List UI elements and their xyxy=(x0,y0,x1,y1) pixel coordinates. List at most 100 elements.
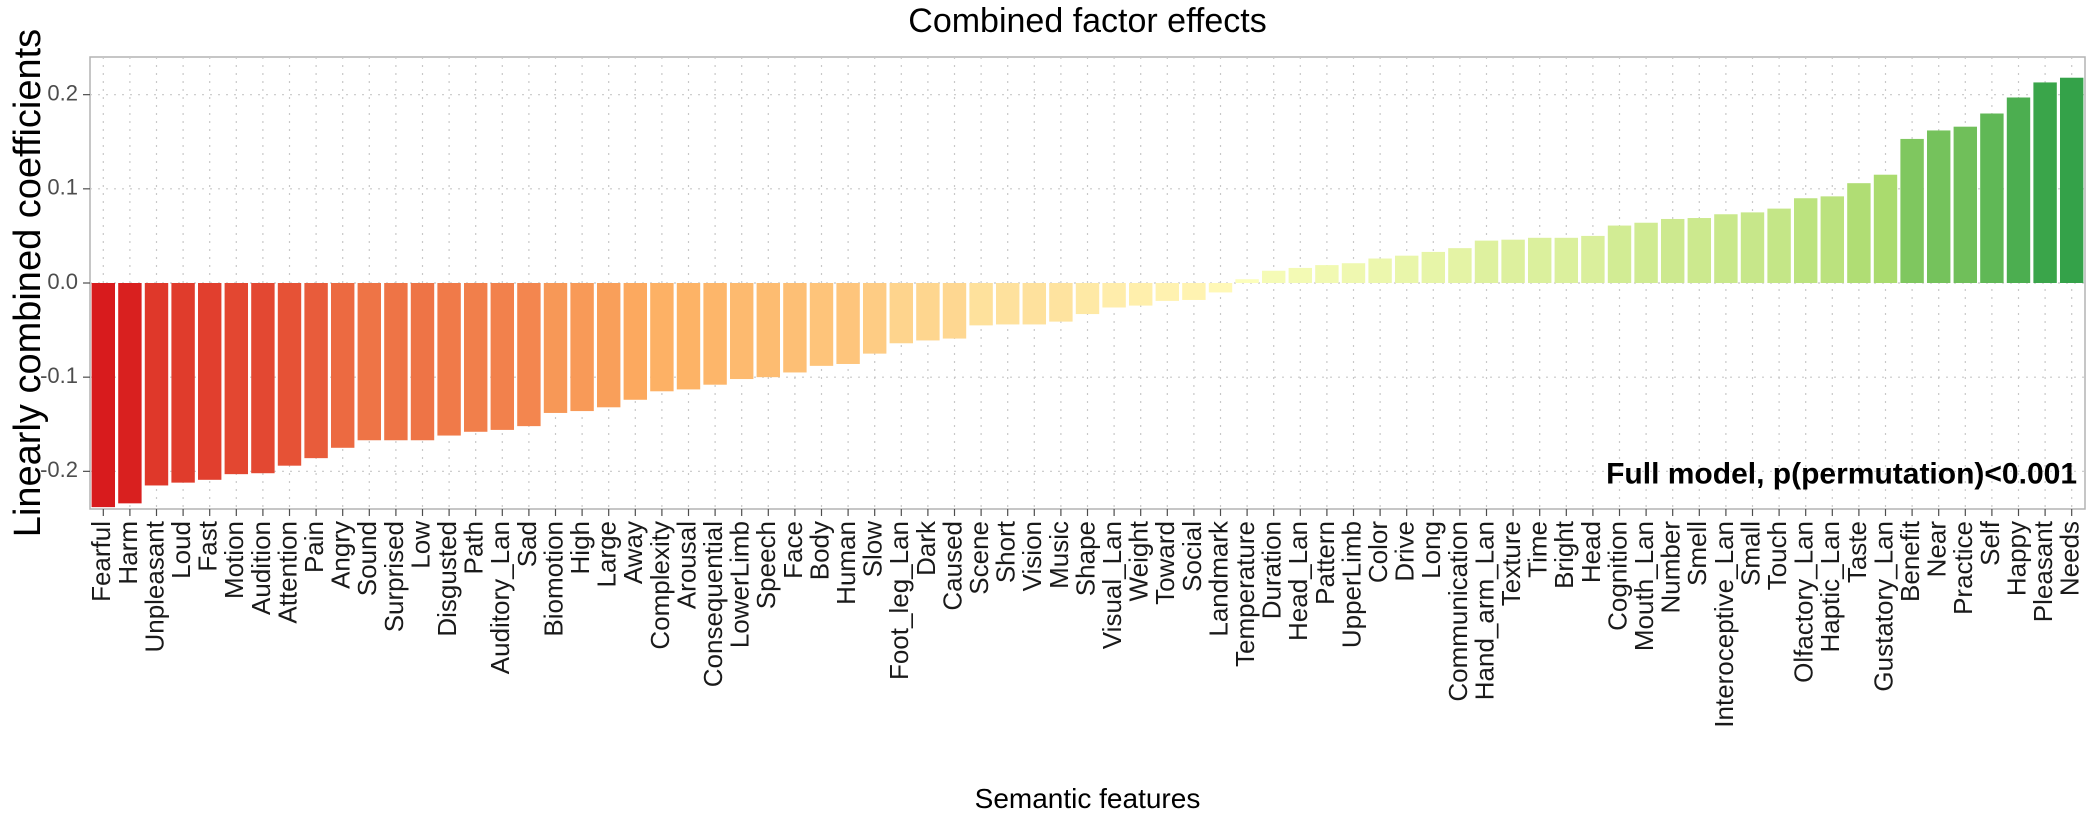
bar-large xyxy=(596,283,621,408)
x-tick-label: Needs xyxy=(2055,521,2085,596)
bar-music xyxy=(1049,283,1073,322)
x-tick-label: Duration xyxy=(1257,521,1287,619)
bar-face xyxy=(783,283,807,373)
x-tick-label: Low xyxy=(405,521,435,569)
bar-self xyxy=(1980,113,2004,283)
x-tick-label: Music xyxy=(1044,521,1074,589)
bar-caused xyxy=(942,283,967,339)
x-tick-label: Disgusted xyxy=(432,521,462,637)
bar-temperature xyxy=(1235,279,1259,283)
bar-small xyxy=(1740,212,1765,283)
bar-lowerlimb xyxy=(729,283,754,380)
x-tick-label: Pleasant xyxy=(2028,520,2058,622)
x-tick-label: Foot_leg_Lan xyxy=(884,521,914,680)
bar-human xyxy=(836,283,860,364)
bar-duration xyxy=(1261,270,1286,283)
x-tick-label: Face xyxy=(778,521,808,579)
bar-low xyxy=(410,283,435,441)
bar-pain xyxy=(304,283,328,459)
bar-olfactory-lan xyxy=(1793,198,1818,283)
x-tick-label: Mouth_Lan xyxy=(1629,521,1659,651)
bar-body xyxy=(809,283,834,366)
bar-hand-arm-lan xyxy=(1474,240,1499,283)
bar-visual-lan xyxy=(1102,283,1126,308)
x-tick-label: Hand_arm_Lan xyxy=(1469,521,1499,700)
x-tick-label: Biomotion xyxy=(538,521,568,637)
x-tick-label: Taste xyxy=(1842,521,1872,583)
bar-taste xyxy=(1847,183,1871,283)
bar-foot-leg-lan xyxy=(889,283,914,344)
bar-dark xyxy=(916,283,940,341)
x-tick-label: Head xyxy=(1576,521,1606,583)
bar-auditory-lan xyxy=(490,283,515,430)
x-tick-label: Touch xyxy=(1762,521,1792,590)
x-tick-label: Time xyxy=(1523,521,1553,578)
bar-gustatory-lan xyxy=(1873,174,1898,283)
chart-title: Combined factor effects xyxy=(908,2,1266,40)
x-tick-label: Landmark xyxy=(1203,520,1233,637)
bar-cognition xyxy=(1607,225,1632,283)
bar-shape xyxy=(1075,283,1100,315)
bar-loud xyxy=(171,283,195,483)
x-tick-label: Slow xyxy=(858,521,888,578)
bar-angry xyxy=(330,283,355,448)
x-tick-label: Body xyxy=(804,521,834,580)
y-axis: -0.2 -0.1 0.0 0.1 0.2 xyxy=(40,80,90,482)
x-tick-label: UpperLimb xyxy=(1336,521,1366,648)
bar-path xyxy=(463,283,488,432)
x-tick-label: Visual_Lan xyxy=(1097,521,1127,649)
bar-attention xyxy=(277,283,302,466)
bar-mouth-lan xyxy=(1634,222,1658,283)
bar-smell xyxy=(1687,218,1712,283)
x-tick-label: Gustatory_Lan xyxy=(1868,521,1898,692)
bar-scene xyxy=(969,283,993,326)
x-tick-label: Bright xyxy=(1549,520,1579,589)
x-tick-label: Near xyxy=(1922,521,1952,578)
x-tick-label: Away xyxy=(618,521,648,584)
x-tick-label: Angry xyxy=(326,521,356,589)
x-tick-label: Motion xyxy=(219,521,249,599)
x-tick-label: Toward xyxy=(1150,521,1180,605)
y-tick-label: -0.2 xyxy=(40,457,78,482)
x-tick-label: Vision xyxy=(1017,521,1047,591)
bar-upperlimb xyxy=(1341,263,1366,283)
bar-time xyxy=(1527,237,1552,283)
bars-layer xyxy=(91,77,2084,508)
x-tick-label: Scene xyxy=(964,521,994,595)
x-tick-label: Pain xyxy=(299,521,329,573)
x-tick-label: Unpleasant xyxy=(139,520,169,652)
bar-pattern xyxy=(1315,265,1339,283)
bar-unpleasant xyxy=(144,283,169,486)
y-tick-label: 0.1 xyxy=(47,175,78,200)
significance-annotation: Full model, p(permutation)<0.001 xyxy=(1606,458,2077,491)
bar-number xyxy=(1660,218,1685,283)
x-tick-label: Temperature xyxy=(1230,521,1260,667)
x-tick-label: Olfactory_Lan xyxy=(1789,521,1819,683)
x-tick-label: Harm xyxy=(113,521,143,585)
x-tick-label: Loud xyxy=(166,521,196,579)
x-tick-label: Benefit xyxy=(1895,520,1925,602)
x-tick-label: Communication xyxy=(1443,521,1473,702)
x-tick-label: Consequential xyxy=(698,521,728,687)
x-tick-label: Number xyxy=(1656,521,1686,614)
x-tick-label: Long xyxy=(1416,521,1446,579)
bar-head xyxy=(1581,235,1605,283)
x-tick-label: High xyxy=(565,521,595,574)
x-tick-label: Shape xyxy=(1070,521,1100,596)
bar-short xyxy=(995,283,1020,325)
bar-texture xyxy=(1501,239,1525,283)
x-tick-label: Social xyxy=(1177,521,1207,592)
x-tick-label: Drive xyxy=(1390,521,1420,582)
bar-complexity xyxy=(650,283,674,392)
bar-color xyxy=(1368,258,1392,283)
x-tick-label: Color xyxy=(1363,521,1393,583)
bar-practice xyxy=(1953,126,1978,283)
bar-harm xyxy=(118,283,142,504)
bar-slow xyxy=(862,283,887,354)
x-tick-label: Caused xyxy=(937,521,967,611)
bar-toward xyxy=(1155,283,1180,301)
bar-needs xyxy=(2059,77,2084,283)
bar-interoceptive-lan xyxy=(1714,214,1738,283)
